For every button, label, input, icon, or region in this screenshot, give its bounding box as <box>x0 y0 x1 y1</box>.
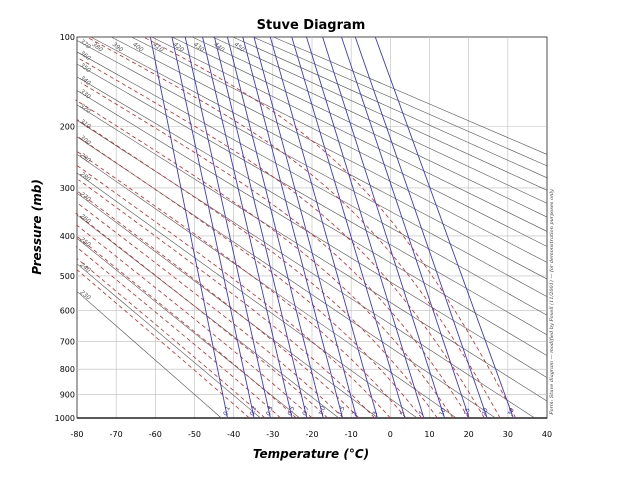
y-tick-label: 400 <box>60 232 75 241</box>
dry-adiabat-line <box>232 36 548 179</box>
y-tick-label: 900 <box>60 391 75 400</box>
saturated-adiabat-line <box>78 179 375 419</box>
dry-adiabat-line <box>273 36 548 155</box>
mixing-ratio-label: 15 <box>463 407 472 417</box>
dry-adiabat-line <box>76 63 548 336</box>
mixing-ratio-label: 20 <box>481 407 490 417</box>
x-tick-label: -70 <box>110 430 123 439</box>
mixing-ratio-line <box>341 36 470 419</box>
chart-title: Stuve Diagram <box>257 18 366 33</box>
x-tick-label: 0 <box>388 430 393 439</box>
y-tick-label: 100 <box>60 33 75 42</box>
dry-adiabat-line <box>76 153 457 419</box>
tick-labels: -80 -70 -60 -50 -40 -30 -20 -10 0 10 20 30 40 100 200 3… <box>55 33 552 439</box>
mixing-ratio-lines <box>149 36 514 419</box>
mixing-ratio-line <box>242 36 343 419</box>
mixing-ratio-label: 7 <box>418 411 426 417</box>
mixing-ratio-line <box>202 36 293 419</box>
dry-adiabat-line <box>111 36 548 263</box>
saturated-adiabat-line <box>75 212 328 419</box>
x-tick-label: 20 <box>464 430 474 439</box>
x-tick-label: -30 <box>266 430 279 439</box>
saturated-adiabat-line <box>77 203 344 419</box>
mixing-ratio-label: 2 <box>351 411 359 417</box>
dry-adiabat-line <box>76 172 418 419</box>
saturated-adiabats <box>74 36 517 419</box>
mixing-ratio-label: 0.3 <box>265 405 275 416</box>
mixing-ratio-label: 1.0 <box>318 405 328 416</box>
grid <box>77 37 547 419</box>
mixing-ratio-label: 1.5 <box>337 405 347 416</box>
mixing-ratio-label: 0.1 <box>222 405 232 416</box>
x-axis-label: Temperature (°C) <box>253 447 369 461</box>
dry-adiabat-line <box>76 40 548 297</box>
dry-adiabat-line <box>171 36 548 218</box>
mixing-ratio-line <box>291 36 406 419</box>
dry-adiabat-line <box>76 263 261 419</box>
mixing-ratio-line <box>227 36 324 419</box>
mixing-ratio-line <box>322 36 446 419</box>
mixing-ratio-label: 30 <box>507 407 516 417</box>
dry-adiabat-line <box>76 192 379 419</box>
x-tick-label: -40 <box>227 430 240 439</box>
dry-adiabat-line <box>151 36 548 232</box>
y-tick-label: 200 <box>60 123 75 132</box>
dry-adiabat-line <box>76 90 548 378</box>
x-tick-label: -10 <box>345 430 358 439</box>
dry-adiabat-line <box>76 136 496 419</box>
x-tick-label: 40 <box>542 430 552 439</box>
y-tick-label: 1000 <box>55 414 75 423</box>
saturated-adiabat-line <box>76 235 297 419</box>
mixing-ratio-label: 0.5 <box>287 405 297 416</box>
x-tick-label: -80 <box>70 430 83 439</box>
dry-adiabat-line <box>252 36 548 167</box>
dry-adiabat-line <box>212 36 548 191</box>
mixing-ratio-line <box>184 36 271 419</box>
dry-adiabat-line <box>76 51 548 316</box>
y-tick-label: 700 <box>60 337 75 346</box>
mixing-ratio-label: 3 <box>372 411 380 417</box>
dry-adiabat-line <box>76 291 222 419</box>
mixing-ratio-label: 0.7 <box>301 405 311 416</box>
saturated-adiabat-line <box>75 268 250 419</box>
saturated-adiabat-line <box>75 99 454 419</box>
x-tick-label: -50 <box>188 430 201 439</box>
y-tick-label: 500 <box>60 272 75 281</box>
x-tick-label: -20 <box>305 430 318 439</box>
mixing-ratio-line <box>374 36 514 419</box>
mixing-ratio-line <box>149 36 228 419</box>
saturated-adiabat-line <box>80 82 470 419</box>
dry-adiabat-line <box>90 36 548 280</box>
mixing-ratio-line <box>171 36 255 419</box>
mixing-ratio-line <box>253 36 358 419</box>
saturated-adiabat-line <box>75 246 281 419</box>
mixing-ratio-label: 5 <box>399 411 407 417</box>
x-tick-label: 30 <box>503 430 513 439</box>
y-tick-label: 300 <box>60 184 75 193</box>
x-tick-label: -60 <box>149 430 162 439</box>
y-tick-label: 800 <box>60 365 75 374</box>
mixing-ratio-label: 0.2 <box>249 405 259 416</box>
saturated-adiabat-line <box>76 224 313 419</box>
y-tick-label: 600 <box>60 307 75 316</box>
mixing-ratio-line <box>306 36 425 419</box>
saturated-adiabat-line <box>76 119 438 419</box>
saturated-adiabat-line <box>76 165 391 419</box>
dry-adiabat-line <box>76 76 548 356</box>
x-tick-label: 10 <box>424 430 434 439</box>
mixing-ratio-label: 10 <box>438 407 447 417</box>
saturated-adiabat-line <box>79 58 485 419</box>
y-axis-label: Pressure (mb) <box>30 179 44 275</box>
mixing-ratio-line <box>214 36 308 419</box>
saturated-adiabat-line <box>77 258 266 419</box>
mixing-ratio-line <box>269 36 378 419</box>
mixing-ratio-line <box>354 36 488 419</box>
diagram-credit: Form: Stuve diagram — modified by Foxell… <box>548 189 555 416</box>
